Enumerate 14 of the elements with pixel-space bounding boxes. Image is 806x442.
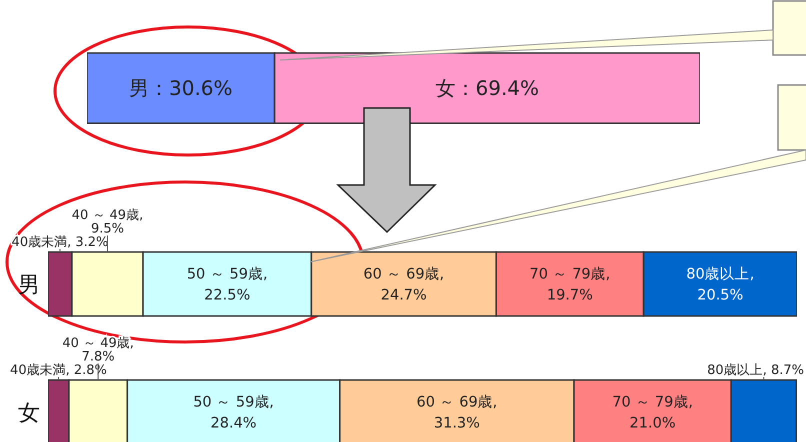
data-label: 40 ～ 49歳, 9.5% xyxy=(72,208,144,236)
data-label: 70 ～ 79歳, 19.7% xyxy=(530,266,610,304)
data-label: 60 ～ 69歳, 31.3% xyxy=(416,394,498,432)
data-label: 50 ～ 59歳, 28.4% xyxy=(193,394,274,432)
data-label: 50 ～ 59歳, 22.5% xyxy=(186,266,268,304)
data-label: 80歳以上, 8.7% xyxy=(707,363,804,378)
data-label: 80歳以上, 20.5% xyxy=(686,266,754,304)
data-label: 男：30.6% xyxy=(129,76,233,100)
data-label: 60 ～ 69歳, 24.7% xyxy=(363,266,444,304)
data-label: 40 ～ 49歳, 7.8% xyxy=(62,336,134,364)
data-label: 女：69.4% xyxy=(436,76,540,100)
y-tick-label: 男 xyxy=(18,272,40,298)
y-tick-label: 女 xyxy=(18,400,40,426)
data-label: 70 ～ 79歳, 21.0% xyxy=(612,394,693,432)
